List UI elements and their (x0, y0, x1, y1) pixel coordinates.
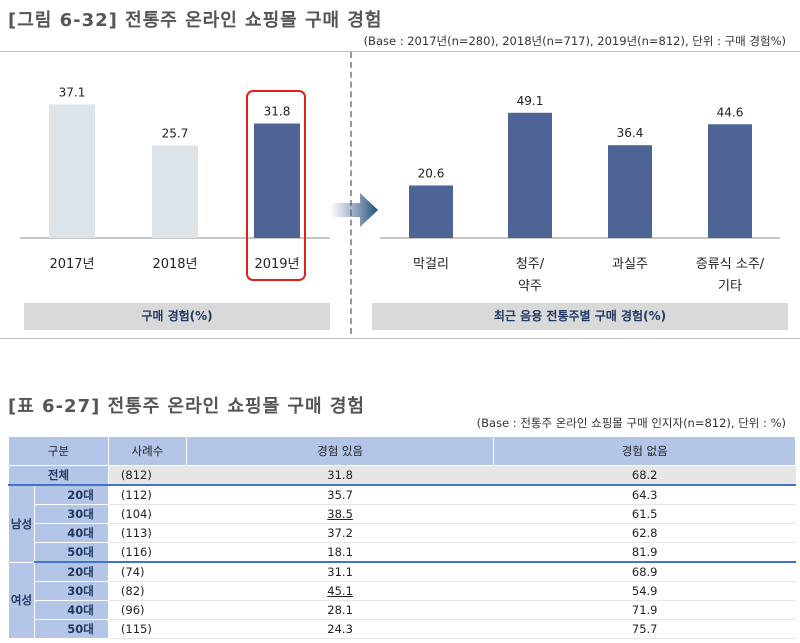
cell-no: 75.7 (493, 619, 796, 639)
header-category: 구분 (8, 436, 109, 466)
cell-yes: 45.1 (186, 581, 494, 601)
figure-bottom-rule (0, 338, 800, 339)
row-label: 30대 (33, 504, 109, 524)
figure-title: [그림 6-32] 전통주 온라인 쇼핑몰 구매 경험 (8, 10, 383, 31)
drink-type-purchase-chart: 20.6 막걸리 49.1 청주/약주 36.4 과실주 44.6 증류식 소주/기타 (380, 94, 780, 294)
cell-yes: 24.3 (186, 619, 494, 639)
bar (608, 145, 652, 238)
purchase-experience-chart: 37.1 2017년 25.7 2018년 31.8 2019년 (20, 85, 330, 272)
table-row: 40대 (96) 28.1 71.9 (9, 600, 796, 620)
cell-no: 81.9 (493, 542, 796, 563)
row-label: 50대 (33, 542, 109, 563)
table-row-total: 전체 (812) 31.8 68.2 (8, 465, 796, 486)
bar (409, 185, 453, 238)
cell-n: (74) (108, 562, 187, 582)
header-n: 사례수 (107, 436, 187, 466)
row-label: 20대 (33, 484, 109, 505)
cell-yes: 18.1 (186, 542, 494, 563)
table-row: 40대 (113) 37.2 62.8 (9, 523, 796, 543)
row-label: 20대 (33, 561, 109, 582)
chart-divider (350, 52, 352, 334)
cell-no: 68.2 (493, 465, 796, 486)
cell-n: (82) (108, 581, 187, 601)
tick-label: 2017년 (49, 257, 94, 272)
cell-yes: 38.5 (186, 504, 494, 524)
underlined-value: 45.1 (327, 584, 353, 598)
cell-no: 54.9 (493, 581, 796, 601)
cell-n: (115) (108, 619, 187, 639)
cell-n: (812) (108, 465, 187, 486)
table-row: 30대 (104) 38.5 61.5 (9, 504, 796, 524)
cell-n: (116) (108, 542, 187, 563)
cell-yes: 28.1 (186, 600, 494, 620)
cell-no: 61.5 (493, 504, 796, 524)
row-label: 30대 (33, 581, 109, 601)
row-label: 50대 (33, 619, 109, 639)
underlined-value: 38.5 (327, 507, 353, 521)
tick-label: 청주/ (516, 257, 545, 272)
header-yes: 경험 있음 (185, 436, 495, 466)
data-label: 25.7 (162, 126, 189, 140)
header-no: 경험 없음 (493, 436, 796, 466)
row-label: 40대 (33, 600, 109, 620)
table-base-note: (Base : 전통주 온라인 쇼핑몰 구매 인지자(n=812), 단위 : … (476, 416, 786, 430)
tick-label: 과실주 (612, 257, 648, 272)
cell-n: (112) (108, 485, 187, 505)
bar (152, 145, 198, 238)
right-chart-caption: 최근 음용 전통주별 구매 경험(%) (372, 303, 788, 330)
left-chart-caption: 구매 경험(%) (24, 303, 330, 330)
tick-label: 기타 (718, 279, 742, 294)
cell-n: (96) (108, 600, 187, 620)
purchase-table: 구분 사례수 경험 있음 경험 없음 전체 (812) 31.8 68.2 남성… (8, 436, 796, 639)
cell-n: (104) (108, 504, 187, 524)
group-label-male: 남성 (8, 484, 35, 563)
cell-yes: 31.8 (186, 465, 494, 486)
data-label: 44.6 (717, 105, 744, 119)
table-row: 50대 (116) 18.1 81.9 (9, 542, 796, 563)
cell-no: 71.9 (493, 600, 796, 620)
table-row: 남성 20대 (112) 35.7 64.3 (8, 484, 796, 563)
arrow-icon (330, 193, 378, 227)
data-label: 49.1 (517, 94, 544, 108)
tick-label: 2018년 (152, 257, 197, 272)
bar (254, 123, 300, 238)
table-header-row: 구분 사례수 경험 있음 경험 없음 (8, 436, 796, 466)
data-label: 37.1 (59, 85, 86, 99)
charts-svg: 37.1 2017년 25.7 2018년 31.8 2019년 20.6 막걸리 49.1 청… (20, 85, 780, 294)
cell-no: 62.8 (493, 523, 796, 543)
table-row: 50대 (115) 24.3 75.7 (9, 619, 796, 639)
figure-top-rule (0, 51, 800, 52)
table-title: [표 6-27] 전통주 온라인 쇼핑몰 구매 경험 (8, 396, 365, 417)
data-label: 31.8 (264, 105, 291, 119)
cell-no: 68.9 (493, 562, 796, 582)
bar (49, 104, 95, 238)
tick-label: 2019년 (254, 257, 299, 272)
cell-yes: 35.7 (186, 485, 494, 505)
cell-no: 64.3 (493, 485, 796, 505)
table-row: 여성 20대 (74) 31.1 68.9 (8, 561, 796, 639)
row-label: 40대 (33, 523, 109, 543)
group-label-female: 여성 (8, 561, 35, 639)
bar (508, 112, 552, 238)
highlight-box (246, 90, 306, 281)
data-label: 20.6 (418, 166, 445, 180)
table-row: 30대 (82) 45.1 54.9 (9, 581, 796, 601)
bar (708, 124, 752, 238)
tick-label: 증류식 소주/ (696, 257, 765, 272)
data-label: 36.4 (617, 126, 644, 140)
tick-label: 막걸리 (413, 257, 449, 272)
cell-n: (113) (108, 523, 187, 543)
cell-yes: 31.1 (186, 562, 494, 582)
tick-label: 약주 (518, 279, 542, 294)
figure-base-note: (Base : 2017년(n=280), 2018년(n=717), 2019… (363, 34, 786, 48)
row-label: 전체 (8, 465, 109, 486)
cell-yes: 37.2 (186, 523, 494, 543)
